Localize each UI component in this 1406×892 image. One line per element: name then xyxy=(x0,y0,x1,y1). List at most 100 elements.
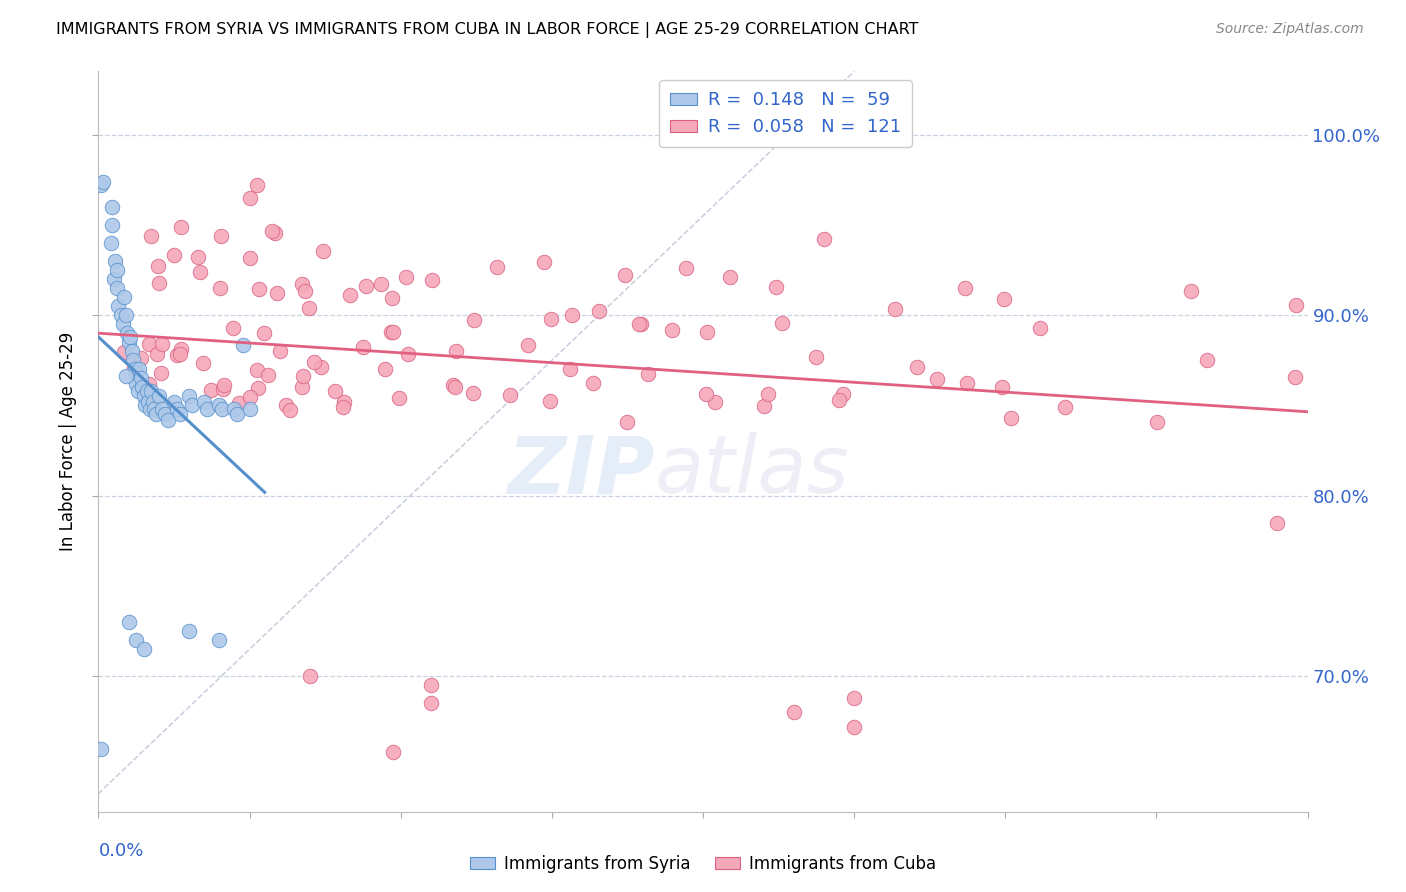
Point xyxy=(266,285,288,300)
Point xyxy=(446,343,468,358)
Point xyxy=(193,394,215,409)
Point xyxy=(291,277,314,292)
Point xyxy=(156,413,179,427)
Point xyxy=(1284,370,1306,384)
Point xyxy=(443,380,465,394)
Point xyxy=(138,336,160,351)
Point xyxy=(179,624,201,639)
Point xyxy=(169,219,191,234)
Point xyxy=(127,384,149,398)
Point xyxy=(356,279,378,293)
Point xyxy=(561,308,583,322)
Point xyxy=(291,368,314,383)
Point xyxy=(388,392,411,406)
Point xyxy=(927,372,949,386)
Point xyxy=(232,338,254,352)
Point xyxy=(486,260,509,274)
Point xyxy=(132,642,155,657)
Point xyxy=(150,402,173,417)
Point xyxy=(145,408,167,422)
Point xyxy=(134,399,156,413)
Point xyxy=(382,326,405,340)
Point xyxy=(396,347,419,361)
Point xyxy=(302,355,325,369)
Point xyxy=(993,292,1015,306)
Point xyxy=(370,277,392,292)
Point xyxy=(141,384,163,398)
Point xyxy=(278,403,301,417)
Point xyxy=(101,218,124,232)
Point xyxy=(212,378,235,392)
Point xyxy=(122,360,145,375)
Point xyxy=(628,317,651,331)
Point xyxy=(614,268,637,282)
Text: atlas: atlas xyxy=(655,432,849,510)
Y-axis label: In Labor Force | Age 25-29: In Labor Force | Age 25-29 xyxy=(59,332,77,551)
Point xyxy=(756,387,779,401)
Point xyxy=(1285,297,1308,311)
Point xyxy=(224,402,246,417)
Point xyxy=(90,741,112,756)
Point xyxy=(1146,415,1168,429)
Point xyxy=(142,394,165,409)
Point xyxy=(124,362,146,376)
Point xyxy=(420,678,443,692)
Point xyxy=(125,366,148,380)
Point xyxy=(374,361,396,376)
Point xyxy=(139,229,162,244)
Legend: R =  0.148   N =  59, R =  0.058   N =  121: R = 0.148 N = 59, R = 0.058 N = 121 xyxy=(659,80,911,147)
Point xyxy=(163,394,186,409)
Point xyxy=(311,360,333,375)
Point xyxy=(381,292,404,306)
Point xyxy=(132,389,155,403)
Point xyxy=(209,228,232,243)
Point xyxy=(533,255,555,269)
Point xyxy=(91,174,114,188)
Point xyxy=(105,263,128,277)
Point xyxy=(101,200,124,214)
Point xyxy=(765,280,787,294)
Point xyxy=(125,633,148,648)
Point xyxy=(208,399,231,413)
Point xyxy=(200,383,222,397)
Point xyxy=(262,224,284,238)
Point xyxy=(661,322,683,336)
Point xyxy=(129,371,152,385)
Point xyxy=(582,376,605,390)
Point xyxy=(420,697,443,711)
Point xyxy=(828,392,851,407)
Point xyxy=(463,313,485,327)
Point xyxy=(1195,352,1218,367)
Point xyxy=(352,340,374,354)
Point xyxy=(139,402,162,417)
Point xyxy=(312,244,335,259)
Point xyxy=(146,259,169,273)
Point xyxy=(239,191,262,205)
Point xyxy=(166,402,188,417)
Point xyxy=(150,366,173,380)
Point xyxy=(179,389,201,403)
Point xyxy=(118,335,141,350)
Point xyxy=(558,362,581,376)
Point xyxy=(813,232,835,246)
Point xyxy=(339,288,361,302)
Text: IMMIGRANTS FROM SYRIA VS IMMIGRANTS FROM CUBA IN LABOR FORCE | AGE 25-29 CORRELA: IMMIGRANTS FROM SYRIA VS IMMIGRANTS FROM… xyxy=(56,22,918,38)
Point xyxy=(211,402,233,417)
Point xyxy=(1028,321,1050,335)
Point xyxy=(107,299,129,313)
Point xyxy=(148,389,170,403)
Point xyxy=(246,363,269,377)
Point xyxy=(170,342,193,356)
Point xyxy=(540,312,562,326)
Point xyxy=(191,356,214,370)
Point xyxy=(103,272,125,286)
Point xyxy=(382,745,405,759)
Point xyxy=(695,387,717,401)
Point xyxy=(148,276,170,290)
Point xyxy=(703,395,725,409)
Point xyxy=(395,270,418,285)
Point xyxy=(783,706,806,720)
Point xyxy=(104,254,127,268)
Point xyxy=(114,308,136,322)
Point xyxy=(122,353,145,368)
